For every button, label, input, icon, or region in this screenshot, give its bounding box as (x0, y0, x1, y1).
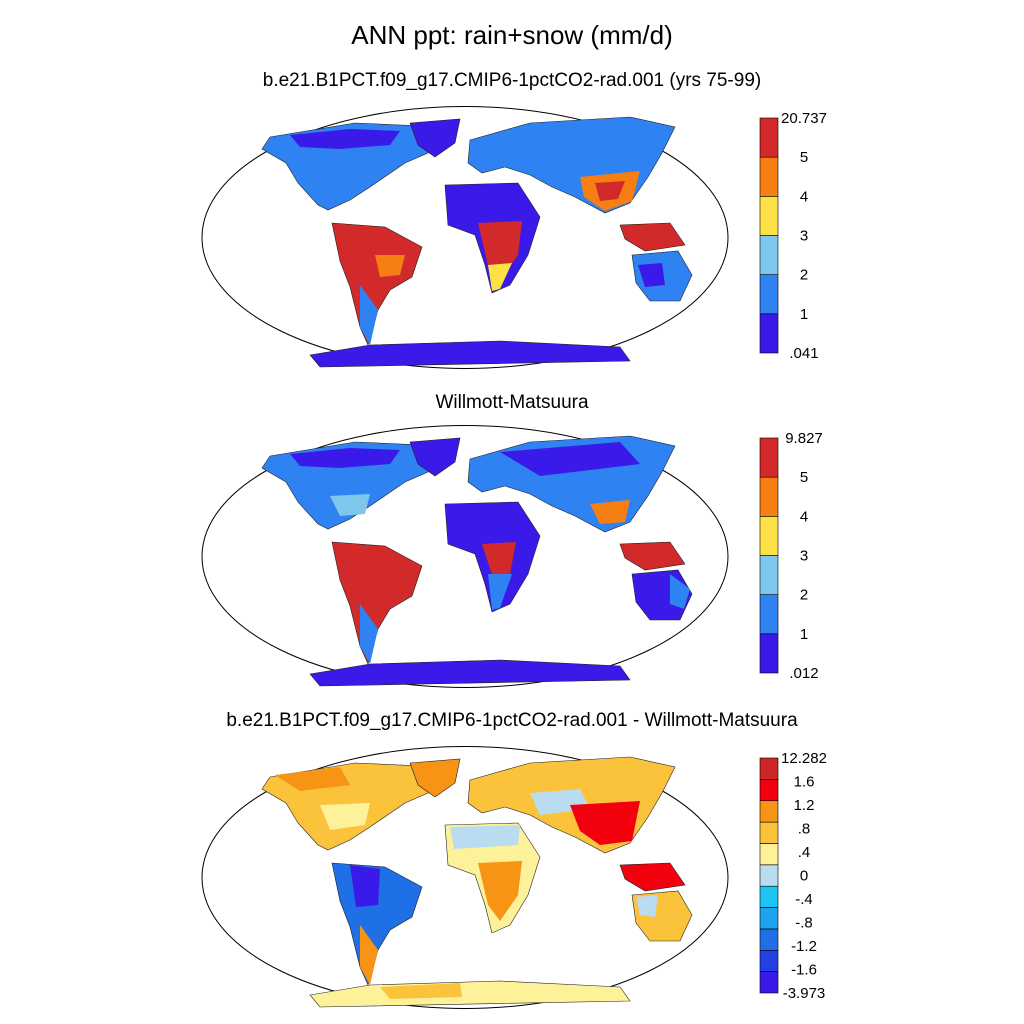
colorbar-label: 20.737 (781, 110, 827, 127)
main-title: ANN ppt: rain+snow (mm/d) (351, 20, 673, 50)
colorbar-label: .041 (789, 345, 818, 362)
colorbar-segment (759, 800, 779, 823)
colorbar-segment (759, 555, 779, 595)
panel-3-title: b.e21.B1PCT.f09_g17.CMIP6-1pctCO2-rad.00… (226, 710, 798, 731)
colorbar-label: 9.827 (785, 430, 823, 447)
colorbar-label: -3.973 (783, 985, 826, 1002)
colorbar-segment (759, 949, 779, 972)
antarctica (309, 659, 631, 687)
colorbar-label: 5 (800, 149, 808, 166)
colorbar-label: -.8 (795, 915, 813, 932)
panel-2-title: Willmott-Matsuura (435, 392, 589, 413)
colorbar-label: .4 (798, 844, 811, 861)
colorbar-label: -.4 (795, 891, 813, 908)
colorbar-label: 0 (800, 868, 808, 885)
colorbar-segment (759, 821, 779, 844)
panel-1-title: b.e21.B1PCT.f09_g17.CMIP6-1pctCO2-rad.00… (262, 70, 762, 91)
colorbar-segment (759, 156, 779, 197)
colorbar-label: -1.2 (791, 938, 817, 955)
colorbar-segment (759, 843, 779, 866)
colorbar-segment (759, 235, 779, 275)
colorbar-segment (759, 594, 779, 635)
colorbar-label: 1 (800, 306, 808, 323)
colorbar-segment (759, 864, 779, 887)
colorbar-label: 1.6 (794, 774, 815, 791)
colorbar-segment (759, 779, 779, 802)
colorbar-segment (759, 907, 779, 930)
colorbar-label: .8 (798, 821, 811, 838)
colorbar-segment (759, 633, 779, 674)
colorbar-label: 1 (800, 626, 808, 643)
colorbar-label: -1.6 (791, 962, 817, 979)
colorbar-label: 2 (800, 587, 808, 604)
colorbar-label: 2 (800, 267, 808, 284)
greenland (409, 437, 461, 477)
colorbar-label: 1.2 (794, 797, 815, 814)
panel-1-map (200, 105, 730, 370)
maritime-continent (619, 862, 686, 892)
panel-3-colorbar: -3.973 -1.6 -1.2 -.8 -.4 0 .4 .8 1.2 1.6 12.282 (759, 750, 827, 1002)
colorbar-segment (759, 117, 779, 158)
panel-2-colorbar: .012 1 2 3 4 5 9.827 (759, 430, 823, 682)
maritime-continent (619, 541, 686, 571)
colorbar-segment (759, 928, 779, 951)
greenland (409, 118, 461, 158)
panel-3-map (201, 746, 729, 1009)
colorbar-label: 3 (800, 548, 808, 565)
colorbar-segment (759, 885, 779, 908)
maritime-continent (619, 222, 686, 252)
colorbar-segment (759, 757, 779, 780)
colorbar-label: 12.282 (781, 750, 827, 767)
colorbar-segment (759, 971, 779, 994)
colorbar-label: 4 (800, 508, 808, 525)
colorbar-label: .012 (789, 665, 818, 682)
colorbar-segment (759, 196, 779, 236)
colorbar-label: 4 (800, 188, 808, 205)
colorbar-label: 3 (800, 228, 808, 245)
panel-1-colorbar: .041 1 2 3 4 5 20.737 (759, 110, 827, 362)
colorbar-segment (759, 476, 779, 517)
colorbar-segment (759, 274, 779, 315)
greenland (409, 758, 461, 798)
colorbar-label: 5 (800, 469, 808, 486)
colorbar-segment (759, 437, 779, 478)
colorbar-segment (759, 313, 779, 354)
panel-2-map (201, 425, 729, 688)
antarctica (309, 340, 631, 368)
colorbar-segment (759, 516, 779, 556)
